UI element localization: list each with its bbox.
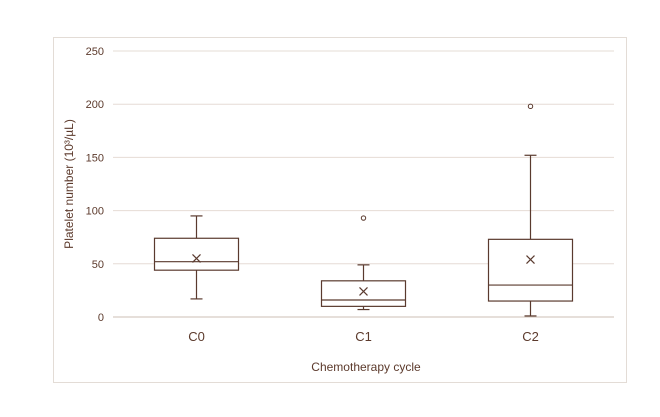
x-tick-label-c0: C0	[188, 329, 205, 344]
mean-marker	[192, 254, 201, 263]
x-tick-label-c2: C2	[522, 329, 539, 344]
y-axis-title: Platelet number (10³/µL)	[62, 119, 76, 249]
box-c2	[487, 103, 574, 317]
y-tick-label: 250	[86, 46, 104, 58]
y-tick-labels: 0 50 100 150 200 250	[86, 46, 104, 324]
mean-marker	[526, 255, 535, 264]
box-c1	[320, 215, 407, 311]
x-tick-labels: C0 C1 C2	[188, 329, 539, 344]
iqr-box	[487, 238, 574, 302]
y-tick-label: 150	[86, 152, 104, 164]
y-tick-label: 0	[98, 312, 104, 324]
box-c0	[153, 215, 240, 300]
y-tick-label: 50	[92, 259, 104, 271]
outlier-point	[360, 215, 367, 221]
y-tick-label: 200	[86, 99, 104, 111]
x-tick-label-c1: C1	[355, 329, 372, 344]
iqr-box	[320, 280, 407, 307]
iqr-box	[153, 237, 240, 271]
outlier-point	[527, 103, 534, 110]
mean-marker	[359, 287, 368, 296]
chart-area	[53, 37, 627, 383]
x-axis-title: Chemotherapy cycle	[311, 360, 421, 374]
y-tick-label: 100	[86, 206, 104, 218]
boxes	[153, 103, 574, 317]
